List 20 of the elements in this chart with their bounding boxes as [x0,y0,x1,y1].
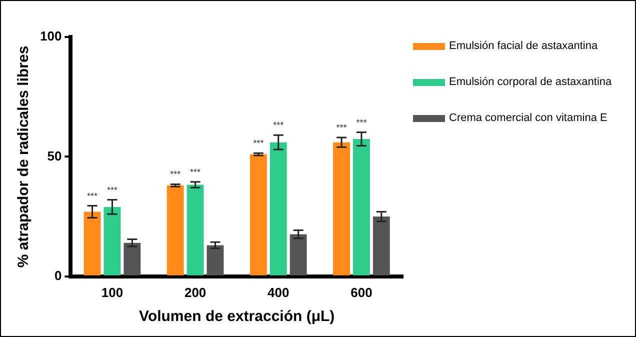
y-tick-label: 100 [40,28,62,44]
annotation: *** [336,122,348,133]
y-axis-title: % atrapador de radicales libres [15,46,32,268]
annotation: *** [170,169,182,180]
annotation: *** [273,120,284,130]
y-tick-label: 0 [54,268,62,283]
annotation: *** [253,138,264,148]
annotation: *** [106,184,118,195]
x-tick-label: 400 [268,284,290,300]
x-tick-label: 100 [101,284,124,300]
x-tick-label: 600 [350,284,372,300]
x-tick-label: 200 [184,284,206,300]
x-axis-title: Volumen de extracción (μL) [139,308,335,326]
y-tick-label: 50 [47,148,62,164]
legend-label: Emulsión corporal de astaxantina [449,76,612,88]
annotation: *** [356,117,368,128]
legend-label: Emulsión facial de astaxantina [449,40,598,52]
legend-label: Crema comercial con vitamina E [449,112,608,124]
annotation: *** [190,166,202,177]
annotation: *** [87,190,98,201]
